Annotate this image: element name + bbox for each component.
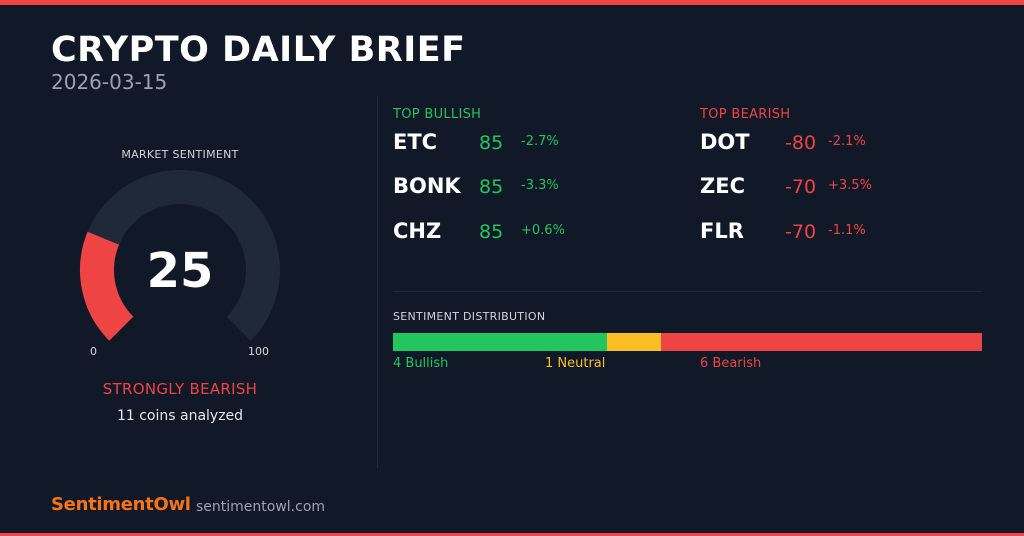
coin-symbol: CHZ: [393, 219, 442, 243]
distribution-bullish-segment: [393, 333, 608, 351]
coins-analyzed: 11 coins analyzed: [116, 408, 244, 424]
distribution-neutral-segment: [607, 333, 661, 351]
sentiment-gauge: [80, 170, 280, 341]
page-title: CRYPTO DAILY BRIEF: [51, 30, 466, 70]
sentiment-verdict: STRONGLY BEARISH: [102, 380, 258, 398]
top-accent-bar: [0, 0, 1024, 5]
vertical-divider: [377, 96, 378, 468]
gauge-label: MARKET SENTIMENT: [121, 148, 239, 161]
coin-score: -70: [785, 176, 817, 198]
distribution-bar: [393, 333, 982, 351]
horizontal-divider: [393, 291, 982, 292]
coin-score: -70: [785, 221, 817, 243]
distribution-title: SENTIMENT DISTRIBUTION: [393, 310, 546, 323]
coin-symbol: BONK: [393, 174, 461, 198]
coin-score: 85: [479, 132, 504, 154]
coin-change: +3.5%: [828, 178, 872, 193]
brand-logo: SentimentOwl: [51, 494, 191, 515]
bottom-accent-bar: [0, 533, 1024, 536]
top-bullish-title: TOP BULLISH: [393, 107, 482, 122]
coin-symbol: FLR: [700, 219, 744, 243]
coin-score: 85: [479, 221, 504, 243]
coin-score: 85: [479, 176, 504, 198]
distribution-bearish-label: 6 Bearish: [700, 356, 762, 371]
coin-score: -80: [785, 132, 817, 154]
coin-symbol: DOT: [700, 130, 750, 154]
distribution-neutral-label: 1 Neutral: [545, 356, 606, 371]
gauge-max-label: 100: [248, 345, 269, 358]
brand-url[interactable]: sentimentowl.com: [196, 499, 326, 515]
coin-change: -1.1%: [828, 223, 866, 238]
gauge-fill: [80, 231, 134, 341]
coin-change: -3.3%: [521, 178, 559, 193]
distribution-bullish-label: 4 Bullish: [393, 356, 449, 371]
gauge-value: 25: [146, 243, 214, 299]
gauge-min-label: 0: [90, 345, 97, 358]
coin-symbol: ZEC: [700, 174, 745, 198]
distribution-bearish-segment: [660, 333, 982, 351]
coin-change: +0.6%: [521, 223, 565, 238]
coin-change: -2.7%: [521, 134, 559, 149]
top-bearish-title: TOP BEARISH: [700, 107, 791, 122]
report-date: 2026-03-15: [51, 70, 168, 94]
coin-change: -2.1%: [828, 134, 866, 149]
coin-symbol: ETC: [393, 130, 438, 154]
